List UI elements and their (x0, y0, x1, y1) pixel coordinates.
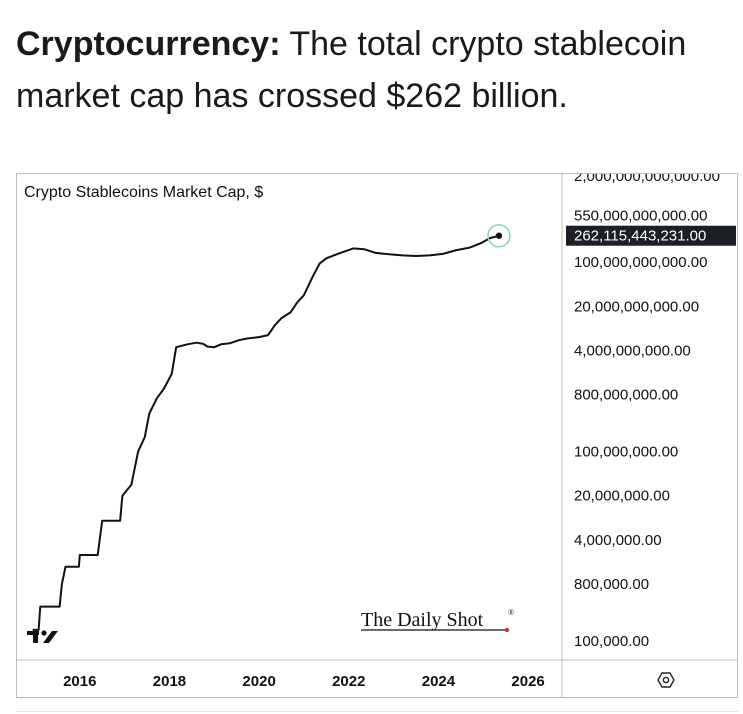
last-point-halo (487, 223, 511, 248)
brand-registered-mark: ® (508, 608, 514, 617)
brand-dot (505, 628, 509, 632)
y-tick-label: 800,000.00 (574, 576, 649, 593)
x-axis: 2016 2018 2020 2022 2024 2026 (63, 673, 545, 690)
chart-title: Crypto Stablecoins Market Cap, $ (24, 184, 263, 201)
series-line (32, 234, 500, 631)
settings-gear-icon[interactable] (657, 672, 675, 688)
x-tick-label: 2016 (63, 673, 96, 690)
x-tick-label: 2022 (332, 673, 365, 690)
y-tick-label: 800,000,000.00 (574, 387, 678, 404)
headline-text: The total crypto stablecoin market cap h… (16, 25, 687, 115)
y-tick-label: 4,000,000,000.00 (574, 342, 691, 359)
y-tick-label: 100,000.00 (574, 633, 649, 650)
series-layer (32, 223, 511, 631)
x-tick-label: 2018 (153, 673, 186, 690)
y-tick-label: 20,000,000.00 (574, 488, 670, 505)
x-tick-label: 2024 (422, 673, 456, 690)
y-tick-label: 550,000,000,000.00 (574, 207, 707, 224)
last-point-marker (495, 232, 503, 239)
y-tick-label: 100,000,000.00 (574, 444, 678, 461)
chart-frame (16, 173, 738, 698)
y-tick-label: 100,000,000,000.00 (574, 254, 707, 271)
headline-topic: Cryptocurrency: (16, 25, 281, 63)
last-value-label: 262,115,443,231.00 (566, 225, 736, 246)
y-axis: 550,000,000,000.00 100,000,000,000.00 20,0… (574, 207, 707, 650)
x-tick-label: 2026 (511, 673, 544, 690)
last-value-box (566, 225, 736, 246)
y-tick-label: 4,000,000.00 (574, 532, 662, 549)
x-tick-label: 2020 (242, 673, 275, 690)
y-tick-label: 20,000,000,000.00 (574, 298, 699, 315)
headline: Cryptocurrency: The total crypto stablec… (16, 18, 731, 122)
bottom-rule (16, 711, 738, 712)
tradingview-logo-icon (27, 630, 58, 643)
y-tick-label-clipped: 2,000,000,000,000.00 (574, 168, 720, 185)
brand-text: The Daily Shot (361, 609, 484, 631)
last-value-text: 262,115,443,231.00 (574, 228, 706, 245)
